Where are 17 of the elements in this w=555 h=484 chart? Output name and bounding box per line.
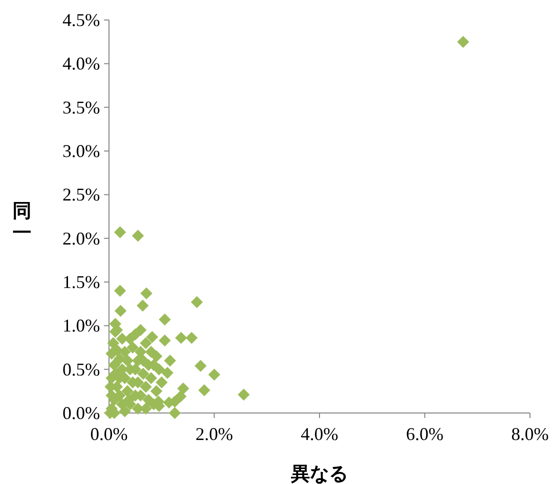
y-tick-label: 4.5% (62, 10, 100, 30)
y-tick-label: 1.0% (62, 316, 100, 336)
x-tick-label: 6.0% (406, 424, 444, 444)
y-tick-label: 4.0% (62, 54, 100, 74)
x-tick-label: 2.0% (196, 424, 233, 444)
x-tick-label: 0.0% (90, 424, 128, 444)
x-axis-title: 異なる (290, 463, 348, 484)
x-tick-label: 4.0% (300, 424, 338, 444)
y-tick-label: 2.5% (62, 184, 100, 205)
y-tick-label: 0.5% (62, 359, 100, 380)
y-tick-label: 3.0% (62, 141, 100, 161)
y-tick-label: 1.5% (62, 272, 100, 292)
y-axis-title: 同一 (12, 200, 32, 244)
y-tick-label: 0.0% (62, 403, 100, 423)
x-tick-label: 8.0% (511, 424, 549, 444)
y-tick-label: 3.5% (62, 97, 100, 118)
y-tick-label: 2.0% (62, 228, 100, 248)
